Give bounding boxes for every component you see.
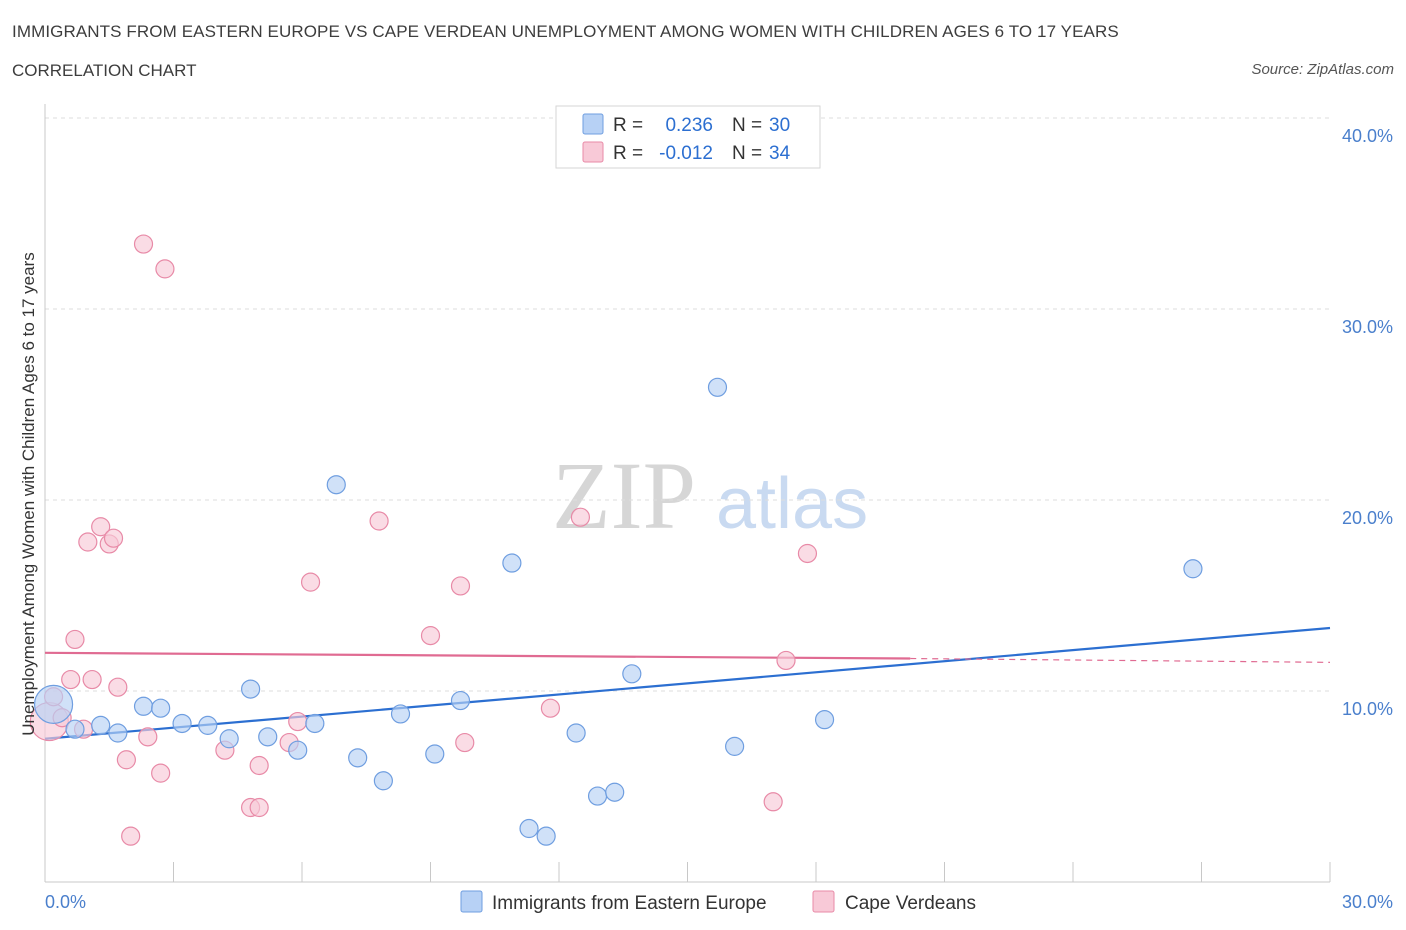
chart-subtitle: CORRELATION CHART — [12, 61, 197, 80]
data-point-eastern-europe — [373, 771, 393, 791]
data-point-eastern-europe — [133, 696, 154, 716]
data-point-eastern-europe — [108, 723, 128, 743]
chart-title: IMMIGRANTS FROM EASTERN EUROPE VS CAPE V… — [12, 22, 1119, 41]
data-point-cape-verdeans — [61, 669, 81, 690]
data-point-eastern-europe — [536, 826, 556, 846]
y-tick-label: 40.0% — [1342, 126, 1393, 146]
trend-lines — [44, 626, 1331, 740]
data-point-cape-verdeans — [133, 234, 154, 254]
x-tick-label-max: 30.0% — [1342, 892, 1393, 912]
correlation-legend: R = 0.236 N = 30 R = -0.012 N = 34 — [555, 105, 821, 169]
y-axis-label: Unemployment Among Women with Children A… — [19, 252, 38, 736]
y-tick-label: 30.0% — [1342, 317, 1393, 337]
legend-n-label-blue: N = — [732, 115, 762, 136]
data-point-cape-verdeans — [138, 727, 158, 747]
data-point-eastern-europe — [566, 723, 586, 743]
series-legend-swatch-pink — [812, 890, 835, 913]
data-point-eastern-europe — [33, 684, 74, 724]
data-point-eastern-europe — [348, 748, 368, 768]
data-point-cape-verdeans — [776, 650, 796, 671]
data-point-eastern-europe — [587, 786, 608, 806]
data-point-eastern-europe — [65, 719, 85, 739]
data-point-eastern-europe — [450, 690, 471, 711]
data-point-eastern-europe — [305, 713, 325, 734]
trend-line-cape-verdeans-extension — [910, 657, 1331, 663]
trend-line-eastern-europe — [44, 626, 1331, 740]
series-legend-label-blue: Immigrants from Eastern Europe — [492, 893, 767, 914]
data-point-cape-verdeans — [78, 532, 98, 552]
x-tick-label-min: 0.0% — [45, 892, 86, 912]
data-point-cape-verdeans — [570, 507, 591, 527]
data-point-eastern-europe — [425, 744, 445, 764]
legend-n-value-pink: 34 — [769, 143, 791, 164]
data-point-cape-verdeans — [91, 517, 111, 537]
source-label: Source: ZipAtlas.com — [1251, 61, 1394, 78]
data-point-eastern-europe — [326, 475, 346, 495]
trend-line-cape-verdeans — [44, 651, 911, 660]
data-point-cape-verdeans — [300, 572, 321, 592]
series-legend-swatch-blue — [460, 890, 483, 913]
data-point-cape-verdeans — [121, 826, 141, 846]
data-point-cape-verdeans — [249, 797, 269, 818]
data-point-cape-verdeans — [450, 576, 471, 596]
watermark-atlas: atlas — [716, 464, 868, 544]
series-legend: Immigrants from Eastern Europe Cape Verd… — [460, 890, 976, 914]
legend-swatch-blue — [582, 113, 604, 135]
watermark-zip: ZIP — [552, 442, 696, 549]
legend-n-value-blue: 30 — [769, 115, 790, 136]
data-point-eastern-europe — [91, 715, 111, 735]
data-point-eastern-europe — [814, 710, 835, 730]
data-point-eastern-europe — [707, 377, 728, 397]
data-point-eastern-europe — [258, 727, 278, 747]
data-point-eastern-europe — [219, 729, 239, 749]
legend-r-label-blue: R = — [613, 115, 643, 136]
data-point-eastern-europe — [241, 679, 261, 699]
gridlines — [45, 117, 1330, 692]
data-point-eastern-europe — [519, 818, 539, 839]
y-tick-label: 10.0% — [1342, 699, 1393, 719]
data-point-eastern-europe — [198, 715, 218, 735]
data-point-cape-verdeans — [82, 669, 102, 690]
axes — [44, 104, 1331, 883]
legend-r-label-pink: R = — [613, 143, 643, 164]
legend-r-value-blue: 0.236 — [665, 115, 713, 136]
data-point-eastern-europe — [151, 698, 171, 718]
legend-r-value-pink: -0.012 — [659, 143, 713, 164]
data-point-cape-verdeans — [65, 629, 85, 650]
data-point-cape-verdeans — [155, 259, 175, 279]
data-point-eastern-europe — [288, 740, 308, 760]
data-point-cape-verdeans — [249, 755, 269, 776]
data-point-eastern-europe — [390, 704, 411, 724]
series-legend-label-pink: Cape Verdeans — [845, 893, 976, 914]
data-point-eastern-europe — [725, 736, 745, 756]
data-point-cape-verdeans — [288, 711, 308, 732]
legend-n-label-pink: N = — [732, 143, 762, 164]
data-point-cape-verdeans — [103, 528, 124, 548]
data-point-cape-verdeans — [763, 792, 783, 812]
data-points — [29, 234, 1203, 846]
data-point-eastern-europe — [1183, 559, 1203, 579]
data-point-cape-verdeans — [540, 698, 561, 718]
data-point-cape-verdeans — [108, 677, 128, 697]
data-point-cape-verdeans — [116, 750, 136, 770]
data-point-cape-verdeans — [455, 732, 475, 753]
y-tick-label: 20.0% — [1342, 508, 1393, 528]
data-point-cape-verdeans — [369, 511, 389, 531]
data-point-cape-verdeans — [151, 763, 171, 783]
data-point-eastern-europe — [172, 713, 192, 734]
data-point-eastern-europe — [622, 664, 642, 684]
legend-swatch-pink — [582, 141, 604, 163]
data-point-eastern-europe — [502, 553, 522, 573]
data-point-cape-verdeans — [797, 543, 818, 564]
data-point-eastern-europe — [605, 782, 625, 802]
data-point-cape-verdeans — [420, 626, 441, 646]
